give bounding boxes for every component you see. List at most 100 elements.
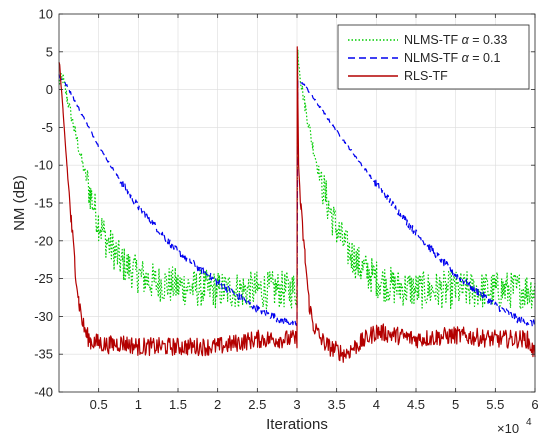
point-rls-11: [106, 345, 107, 346]
legend-item-rls: RLS-TF: [348, 69, 448, 83]
point-nlms-033-11: [154, 282, 155, 283]
x-tick-label-6: 3.5: [328, 397, 346, 412]
legend-param-nlms-033: = 0.33: [472, 33, 507, 47]
point-nlms-01-11: [281, 320, 282, 321]
point-nlms-033-14: [257, 289, 258, 290]
point-nlms-033-20: [320, 180, 321, 181]
point-nlms-01-17: [336, 131, 337, 132]
series-rls: [58, 44, 536, 363]
legend-alpha-nlms-01: α: [462, 51, 470, 65]
point-rls-18: [297, 44, 298, 45]
point-rls-19: [298, 165, 299, 166]
x-tick-label-7: 4: [373, 397, 380, 412]
point-rls-17: [296, 338, 297, 339]
point-nlms-033-24: [352, 255, 353, 256]
point-nlms-01-21: [495, 304, 496, 305]
legend-item-nlms-01: NLMS-TF α = 0.1: [348, 51, 500, 65]
point-rls-28: [376, 331, 377, 332]
point-nlms-01-8: [177, 252, 178, 253]
point-nlms-033-10: [138, 274, 139, 275]
y-axis-title: NM (dB): [11, 175, 28, 231]
point-nlms-01-16: [312, 97, 313, 98]
point-rls-26: [344, 354, 345, 355]
series-layer: [58, 44, 536, 363]
point-nlms-01-15: [304, 85, 305, 86]
point-rls-24: [320, 338, 321, 339]
point-nlms-033-7: [106, 240, 107, 241]
point-nlms-033-25: [360, 267, 361, 268]
point-nlms-033-4: [82, 165, 83, 166]
point-rls-14: [177, 346, 178, 347]
point-rls-23: [312, 323, 313, 324]
point-nlms-033-19: [312, 146, 313, 147]
x-multiplier-exponent: 4: [526, 417, 532, 428]
point-rls-8: [86, 335, 87, 336]
point-nlms-033-12: [177, 286, 178, 287]
x-tick-label-3: 2: [214, 397, 221, 412]
point-nlms-01-7: [138, 206, 139, 207]
point-nlms-01-2: [66, 85, 67, 86]
x-tick-label-9: 5: [452, 397, 459, 412]
point-nlms-033-28: [415, 289, 416, 290]
axis-ticks: 0.5 1 1.5 2 2.5 3 3.5 4 4.5 5 5.5 6 -40 -35 -30 -25 -20 -…: [34, 7, 538, 413]
point-rls-4: [70, 218, 71, 219]
x-tick-label-4: 2.5: [248, 397, 266, 412]
x-axis-multiplier: ×10 4: [497, 417, 532, 436]
point-rls-22: [308, 301, 309, 302]
series-nlms-01: [58, 74, 536, 327]
point-nlms-033-21: [328, 206, 329, 207]
point-nlms-033-23: [344, 244, 345, 245]
legend-prefix-nlms-01: NLMS-TF: [404, 51, 459, 65]
point-rls-29: [415, 338, 416, 339]
point-nlms-033-5: [90, 195, 91, 196]
x-tick-label-0: 0.5: [90, 397, 108, 412]
point-rls-5: [74, 263, 75, 264]
x-multiplier-base: ×10: [497, 421, 519, 436]
point-rls-16: [257, 338, 258, 339]
point-nlms-033-3: [74, 131, 75, 132]
point-nlms-01-14: [300, 81, 301, 82]
series-line-nlms-01: [58, 74, 536, 327]
point-rls-3: [66, 165, 67, 166]
point-nlms-033-30: [495, 289, 496, 290]
point-nlms-01-6: [122, 184, 123, 185]
point-nlms-033-26: [376, 278, 377, 279]
y-tick-label-6: -10: [34, 158, 53, 173]
x-tick-label-8: 4.5: [407, 397, 425, 412]
point-rls-7: [82, 323, 83, 324]
legend-item-nlms-033: NLMS-TF α = 0.33: [348, 33, 507, 47]
legend-param-nlms-01: = 0.1: [472, 51, 500, 65]
point-rls-6: [78, 301, 79, 302]
y-tick-label-2: -30: [34, 309, 53, 324]
legend-label-rls: RLS-TF: [404, 69, 448, 83]
point-nlms-033-9: [122, 263, 123, 264]
point-nlms-01-4: [82, 115, 83, 116]
point-rls-31: [495, 338, 496, 339]
point-nlms-033-18: [304, 104, 305, 105]
point-rls-10: [98, 342, 99, 343]
y-tick-label-5: -15: [34, 196, 53, 211]
point-nlms-033-13: [217, 289, 218, 290]
point-rls-25: [328, 346, 329, 347]
point-nlms-01-19: [415, 233, 416, 234]
y-tick-label-9: 5: [46, 44, 53, 59]
x-axis-title: Iterations: [266, 416, 328, 433]
point-rls-30: [455, 335, 456, 336]
point-nlms-033-1: [62, 78, 63, 79]
point-nlms-01-20: [455, 274, 456, 275]
point-rls-20: [300, 210, 301, 211]
y-tick-label-4: -20: [34, 233, 53, 248]
y-tick-label-8: 0: [46, 82, 53, 97]
y-tick-label-10: 10: [39, 7, 53, 22]
point-nlms-033-2: [66, 97, 67, 98]
point-rls-32: [526, 338, 527, 339]
point-nlms-01-3: [74, 100, 75, 101]
y-tick-label-3: -25: [34, 271, 53, 286]
x-tick-label-2: 1.5: [169, 397, 187, 412]
legend-label-nlms-033: NLMS-TF α = 0.33: [404, 33, 507, 47]
series-line-rls: [58, 46, 536, 363]
point-rls-13: [138, 346, 139, 347]
point-nlms-033-22: [336, 229, 337, 230]
x-tick-label-1: 1: [135, 397, 142, 412]
